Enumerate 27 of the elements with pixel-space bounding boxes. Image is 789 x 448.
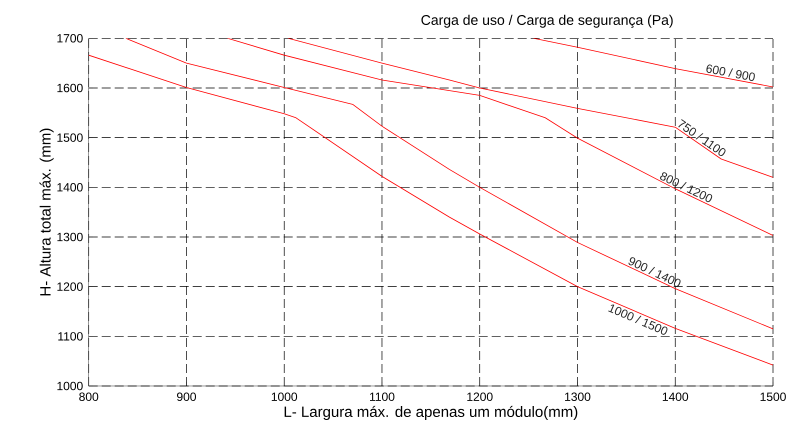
x-tick-label: 1100 bbox=[370, 392, 394, 402]
chart-title: Carga de uso / Carga de segurança (Pa) bbox=[421, 14, 673, 28]
y-axis-title: H- Altura total máx. (mm) bbox=[40, 128, 54, 296]
y-tick-label: 1700 bbox=[57, 34, 83, 43]
y-tick-label: 1500 bbox=[57, 133, 83, 142]
y-tick-label: 1600 bbox=[57, 84, 83, 92]
text: 750 / 1100 bbox=[678, 119, 726, 156]
text: 900 / 1400 bbox=[628, 257, 681, 287]
line-series bbox=[533, 38, 774, 88]
x-tick-label: 800 bbox=[79, 392, 98, 402]
y-tick-label: 1400 bbox=[57, 183, 83, 192]
x-tick-label: 1300 bbox=[565, 392, 590, 402]
y-tick-label: 1200 bbox=[57, 282, 83, 291]
x-tick-label: 900 bbox=[177, 392, 196, 402]
y-tick-label: 1300 bbox=[57, 232, 83, 242]
x-tick-label: 1400 bbox=[662, 392, 688, 402]
text: 1000 / 1500 bbox=[608, 304, 668, 335]
x-tick-label: 1200 bbox=[467, 392, 493, 402]
line-series bbox=[227, 38, 774, 236]
x-tick-label: 1000 bbox=[272, 392, 298, 402]
line-series bbox=[88, 54, 774, 366]
y-tick-label: 1100 bbox=[58, 332, 83, 341]
y-tick-label: 1000 bbox=[57, 382, 83, 390]
x-axis-title: L- Largura máx. de apenas um módulo(mm) bbox=[284, 406, 578, 420]
text: 600 / 900 bbox=[706, 64, 755, 81]
text: 800 / 1200 bbox=[660, 172, 712, 202]
x-tick-label: 1500 bbox=[760, 392, 786, 402]
